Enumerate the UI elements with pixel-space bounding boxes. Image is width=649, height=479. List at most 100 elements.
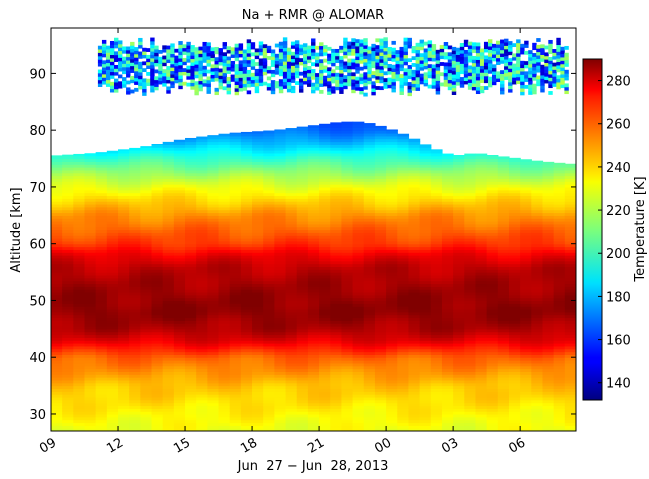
heat-cell [252,218,264,222]
heat-cell [162,425,175,429]
sodium-cell [114,54,119,59]
heat-cell [475,328,488,333]
heat-cell [106,411,119,415]
heat-cell [553,388,566,392]
heat-cell [151,158,164,162]
heat-cell [285,422,298,426]
heat-cell [464,365,477,370]
heat-cell [553,274,566,279]
heat-cell [464,212,477,216]
heat-cell [73,203,86,208]
heat-cell [553,394,566,398]
heat-cell [475,269,488,273]
heat-cell [185,269,197,273]
heat-cell [497,337,510,341]
heat-cell [374,130,387,134]
heat-cell [185,345,197,350]
heat-cell [84,198,97,202]
heat-cell [453,169,465,174]
heat-cell [151,314,164,319]
heat-cell [84,306,97,310]
heat-cell [162,175,175,180]
heat-cell [386,391,398,395]
heat-cell [341,343,354,347]
heat-cell [51,238,63,242]
heat-cell [51,308,63,313]
heat-cell [419,413,432,418]
heat-cell [430,382,443,387]
heat-cell [341,209,354,214]
heat-cell [252,158,264,162]
heat-cell [207,300,220,304]
heat-cell [408,416,421,421]
heat-cell [475,348,488,353]
heat-cell [296,377,309,381]
heat-cell [307,311,320,316]
heat-cell [520,184,532,188]
heat-cell [218,351,231,355]
heat-cell [263,399,275,404]
heat-cell [408,297,421,302]
heat-cell [285,260,298,265]
heat-cell [263,144,275,148]
heat-cell [453,291,465,296]
heat-cell [564,377,576,381]
heat-cell [497,209,510,214]
heat-cell [307,283,320,287]
sodium-cell [118,47,123,52]
heat-cell [475,272,488,276]
heat-cell [363,328,376,333]
heat-cell [106,357,119,361]
heat-cell [441,303,454,307]
heat-cell [240,150,253,154]
heat-cell [319,343,331,347]
heat-cell [252,306,264,310]
heat-cell [196,229,208,233]
heat-cell [542,371,555,375]
heat-cell [285,158,298,162]
heat-cell [129,354,141,358]
heat-cell [363,323,376,327]
heat-cell [430,215,443,219]
sodium-cell [134,60,139,65]
heat-cell [497,172,510,177]
heat-cell [252,266,264,270]
heat-cell [196,192,208,197]
heat-cell [542,272,555,276]
heat-cell [73,169,86,174]
heat-cell [129,169,141,174]
heat-cell [129,396,141,401]
heat-cell [330,345,343,350]
heat-cell [240,314,253,319]
heat-cell [486,263,499,267]
heat-cell [185,161,197,165]
heat-cell [453,396,465,401]
heat-cell [263,354,275,358]
heat-cell [296,388,309,392]
heat-cell [508,235,521,239]
heat-cell [497,184,510,188]
heat-cell [520,362,532,367]
sodium-cell [109,51,115,56]
heat-cell [118,399,130,404]
heat-cell [62,274,74,279]
heat-cell [252,331,264,336]
heat-cell [162,368,175,372]
heat-cell [240,198,253,202]
heat-cell [173,243,186,248]
heat-cell [441,263,454,267]
heat-cell [453,203,465,208]
heat-cell [263,195,275,199]
heat-cell [475,334,488,338]
heat-cell [330,152,343,157]
sodium-cell [109,44,115,49]
heat-cell [508,269,521,273]
heat-cell [95,169,108,174]
heat-cell [274,260,287,265]
heat-cell [106,257,119,262]
heat-cell [553,201,566,205]
heat-cell [196,388,208,392]
heat-cell [173,229,186,233]
heat-cell [173,405,186,409]
heat-cell [252,425,264,429]
